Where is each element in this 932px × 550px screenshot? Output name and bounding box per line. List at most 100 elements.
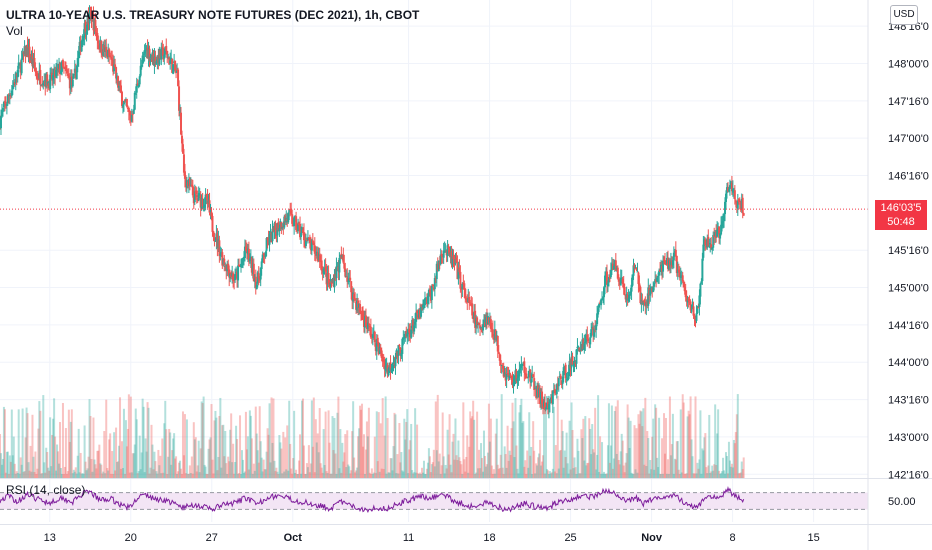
- rsi-band: [0, 492, 868, 510]
- candle-body: [630, 284, 633, 292]
- volume-bar: [253, 470, 256, 478]
- candle-body: [595, 324, 598, 331]
- volume-bar: [695, 473, 698, 478]
- volume-bar: [588, 418, 591, 478]
- volume-bar: [492, 469, 495, 478]
- volume-bar: [654, 404, 657, 478]
- candle-body: [333, 275, 336, 288]
- candle-body: [361, 314, 364, 317]
- volume-bar: [501, 467, 504, 478]
- volume-bar: [41, 473, 44, 478]
- volume-bar: [610, 405, 613, 478]
- candle-body: [455, 257, 458, 263]
- volume-bar: [150, 424, 153, 478]
- volume-bar: [643, 464, 646, 478]
- volume-bar: [641, 426, 644, 478]
- volume-bar: [458, 457, 461, 478]
- candle-body: [511, 379, 514, 386]
- volume-bar: [446, 429, 449, 478]
- volume-bar: [313, 472, 316, 478]
- volume-bar: [320, 467, 323, 478]
- volume-bar: [160, 473, 163, 478]
- volume-bar: [564, 457, 567, 478]
- candle-body: [127, 108, 130, 112]
- volume-bar: [44, 472, 47, 478]
- volume-bar: [325, 471, 328, 478]
- volume-bar: [547, 473, 550, 478]
- candle-body: [431, 284, 434, 287]
- volume-bar: [354, 472, 357, 478]
- volume-bar: [499, 454, 502, 478]
- candle-body: [399, 347, 402, 356]
- volume-bar: [65, 473, 68, 478]
- candle-body: [291, 214, 294, 224]
- volume-bar: [168, 428, 171, 478]
- volume-bar: [479, 468, 482, 478]
- candle-body: [85, 31, 88, 35]
- volume-bar: [18, 473, 21, 478]
- volume-bar: [480, 443, 483, 478]
- candle-body: [553, 388, 556, 394]
- volume-bar: [19, 457, 22, 478]
- candle-body: [509, 374, 512, 376]
- volume-bar: [704, 433, 707, 478]
- candle-body: [359, 304, 362, 313]
- volume-bar: [14, 473, 17, 478]
- volume-bar: [70, 409, 73, 478]
- candle-body: [14, 72, 17, 83]
- candle-body: [589, 337, 592, 345]
- candle-body: [533, 378, 536, 390]
- candle-body: [635, 267, 638, 271]
- volume-bar: [403, 418, 406, 478]
- candle-body: [121, 105, 124, 107]
- candle-body: [141, 55, 144, 65]
- volume-bar: [134, 408, 137, 478]
- volume-bar: [484, 466, 487, 478]
- candle-body: [369, 326, 372, 338]
- volume-bar: [40, 473, 43, 478]
- volume-bar: [290, 468, 293, 478]
- candle-body: [590, 329, 593, 337]
- candle-body: [143, 50, 146, 54]
- volume-bar: [337, 396, 340, 478]
- volume-bar: [416, 424, 419, 478]
- volume-bar: [453, 459, 456, 478]
- candle-body: [179, 111, 182, 113]
- volume-bar: [341, 442, 344, 478]
- candle-body: [379, 347, 382, 351]
- candle-body: [100, 40, 103, 54]
- volume-bar: [676, 441, 679, 478]
- volume-bar: [120, 441, 123, 478]
- time-tick-label: 27: [206, 532, 218, 544]
- volume-bar: [261, 471, 264, 478]
- volume-bar: [71, 473, 74, 478]
- volume-bar: [680, 472, 683, 478]
- volume-bar: [462, 402, 465, 478]
- volume-bar: [216, 470, 219, 478]
- volume-bar: [8, 455, 11, 478]
- volume-bar: [397, 473, 400, 478]
- candle-body: [612, 265, 615, 270]
- volume-bar: [262, 459, 265, 478]
- currency-button[interactable]: USD: [890, 5, 918, 25]
- candle-body: [135, 83, 138, 93]
- volume-bar: [240, 450, 243, 478]
- volume-bar: [515, 445, 518, 478]
- candle-body: [66, 73, 69, 76]
- volume-bar: [119, 397, 122, 478]
- candle-body: [408, 328, 411, 333]
- candle-body: [234, 274, 237, 281]
- volume-bar: [118, 445, 121, 478]
- volume-bar: [429, 472, 432, 478]
- candle-body: [587, 338, 590, 342]
- candle-body: [20, 58, 23, 74]
- candle-body: [190, 184, 193, 187]
- volume-bar: [46, 451, 49, 478]
- volume-bar: [544, 411, 547, 478]
- volume-bar: [185, 419, 188, 478]
- volume-bar: [700, 473, 703, 478]
- volume-bar: [612, 458, 615, 478]
- candle-body: [305, 240, 308, 242]
- volume-bar: [56, 444, 59, 478]
